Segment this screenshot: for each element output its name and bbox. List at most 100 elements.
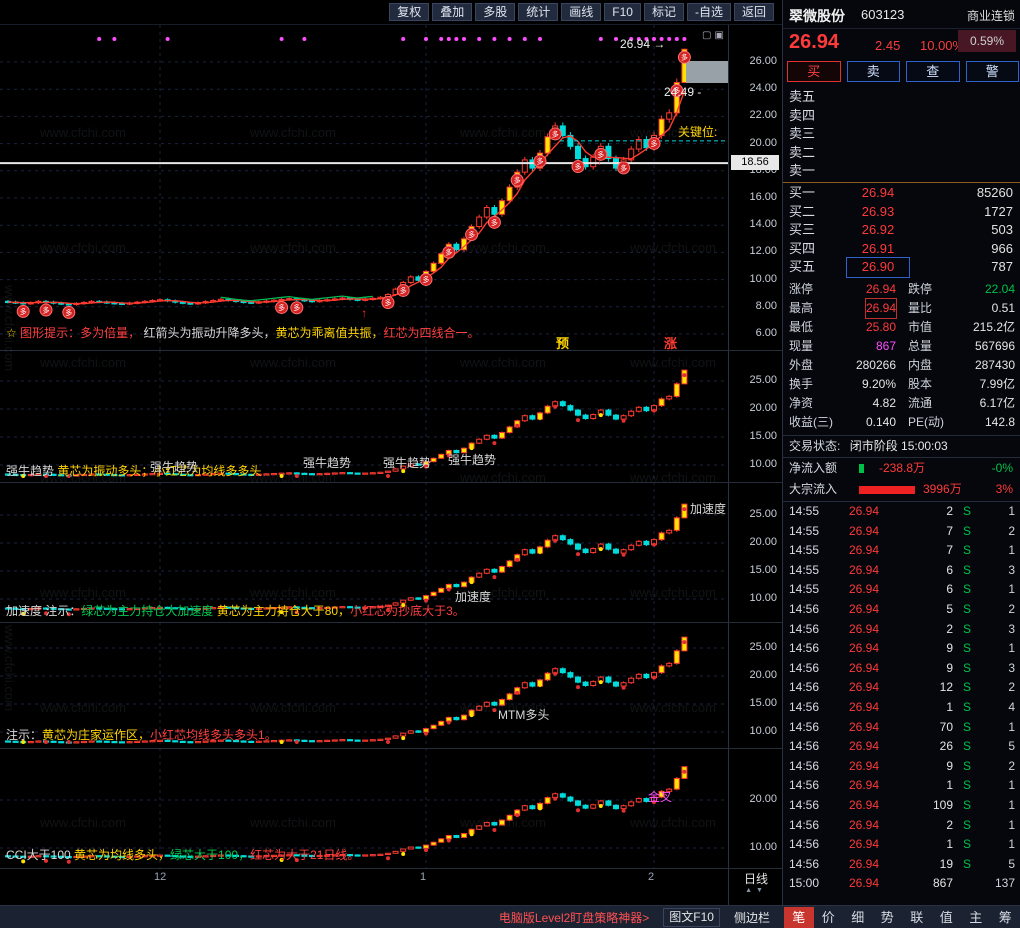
stat-label: 最高 [789, 301, 814, 315]
key-level-label: 关键位: [678, 124, 718, 139]
stock-sector[interactable]: 商业连锁 [966, 9, 1015, 23]
bid-row[interactable]: 买三 26.92 503 [783, 221, 1020, 240]
bid-row[interactable]: 买一 26.94 85260 [783, 184, 1020, 203]
toolbar-button-6[interactable]: 标记 [643, 3, 684, 21]
scale-tick: 15.00 [749, 430, 777, 442]
svg-text:多: 多 [514, 176, 521, 185]
stat-value: 7.99亿 [979, 377, 1015, 391]
block-inflow-pct: 3% [995, 482, 1013, 496]
tick-price: 26.94 [848, 856, 879, 871]
tick-tab-7[interactable]: 筹 [998, 910, 1012, 925]
trade-button-1[interactable]: 卖 [846, 61, 900, 82]
bid-row[interactable]: 买四 26.91 966 [783, 240, 1020, 259]
stock-name: 翠微股份 [789, 8, 845, 24]
session-status: 交易状态: 闭市阶段 15:00:03 [783, 435, 1020, 456]
bid-label: 买一 [789, 184, 816, 200]
ask-row[interactable]: 卖五 [783, 88, 1020, 107]
tick-direction: S [963, 797, 972, 812]
svg-text:↑: ↑ [361, 306, 367, 320]
tick-row: 14:56 26.94 19 S 5 [783, 855, 1020, 875]
tick-volume: 1 [946, 778, 953, 793]
toolbar-button-3[interactable]: 统计 [518, 3, 559, 21]
scale-tick: 20.00 [749, 136, 777, 149]
toolbar-button-1[interactable]: 叠加 [432, 3, 473, 21]
ask-row[interactable]: 卖四 [783, 107, 1020, 126]
toolbar-button-5[interactable]: F10 [604, 3, 641, 21]
tick-row: 14:56 26.94 1 S 1 [783, 776, 1020, 796]
chart-window-icons[interactable]: ▢▣ [702, 30, 727, 41]
tick-tab-0[interactable]: 笔 [784, 907, 814, 928]
tick-row: 14:56 26.94 2 S 3 [783, 620, 1020, 640]
key-price-box: 18.56 [731, 155, 779, 171]
stat-cell: 净资 4.82 [783, 394, 902, 413]
block-inflow-label: 大宗流入 [789, 482, 838, 496]
toolbar-button-8[interactable]: 返回 [733, 3, 774, 21]
tick-count: 3 [1008, 660, 1015, 675]
chart-panel-加速度[interactable]: 加速度 注示：绿芯为主力持仓大加速度 黄芯为主力持仓大于80，小红芯为抄底大于3… [0, 482, 728, 622]
stat-value: 6.17亿 [979, 396, 1015, 410]
bid-row[interactable]: 买二 26.93 1727 [783, 203, 1020, 222]
tick-volume: 2 [946, 621, 953, 636]
toolbar-button-0[interactable]: 复权 [389, 3, 430, 21]
tick-list: 14:55 26.94 2 S 1 14:55 26.94 7 S 2 14:55 26.94 7 S 1 1… [783, 501, 1020, 894]
tick-count: 2 [1008, 601, 1015, 616]
tick-tab-2[interactable]: 细 [851, 910, 865, 925]
chart-panel-强牛趋势[interactable]: 强牛趋势 黄芯为振动多头；小红芯为均线多多头 强牛趋势 强牛趋势 强牛趋势 强牛趋势 [0, 350, 728, 482]
panel-label: 强牛趋势 [448, 453, 497, 467]
tick-tab-1[interactable]: 价 [821, 910, 835, 925]
tick-row: 14:56 26.94 9 S 1 [783, 639, 1020, 659]
f10-button[interactable]: 图文F10 [663, 908, 720, 927]
ask-row[interactable]: 卖二 [783, 144, 1020, 163]
sidebar-toggle[interactable]: 侧边栏 [733, 911, 770, 925]
tick-direction: S [963, 719, 972, 734]
stat-value: 0.51 [991, 301, 1015, 315]
tick-row: 14:55 26.94 2 S 1 [783, 502, 1020, 522]
chart-panel-MTM多头[interactable]: 注示：黄芯为庄家运作区，小红芯均线多头多头1。 MTM多头 [0, 622, 728, 748]
period-selector[interactable]: 日线 [743, 872, 768, 886]
tick-tab-3[interactable]: 势 [880, 910, 894, 925]
promo-link[interactable]: 电脑版Level2盯盘策略神器> [498, 911, 650, 925]
svg-text:↑: ↑ [597, 153, 603, 167]
tick-direction: S [963, 856, 972, 871]
tick-tab-5[interactable]: 值 [939, 910, 953, 925]
x-axis-label: 2 [648, 871, 655, 883]
tick-row: 14:56 26.94 70 S 1 [783, 718, 1020, 738]
ask-row[interactable]: 卖三 [783, 125, 1020, 144]
scale-tick: 16.00 [749, 191, 777, 203]
x-axis-label: 12 [154, 871, 167, 883]
tick-row: 14:56 26.94 9 S 3 [783, 659, 1020, 679]
stats-row: 最低 25.80 市值 215.2亿 [783, 318, 1020, 337]
tick-time: 14:56 [789, 817, 820, 832]
toolbar-button-7[interactable]: -自选 [686, 3, 731, 21]
stat-label: PE(动) [908, 415, 945, 429]
tick-count: 4 [1008, 699, 1015, 714]
tick-count: 2 [1008, 680, 1015, 695]
quote-header: 翠微股份 603123 商业连锁 [783, 0, 1020, 29]
bid-label: 买二 [789, 203, 816, 219]
stat-value: 280266 [855, 358, 896, 372]
ask-label: 卖三 [789, 126, 816, 142]
stat-label: 涨停 [789, 282, 814, 296]
tick-tab-4[interactable]: 联 [910, 910, 924, 925]
trade-button-2[interactable]: 查 [906, 61, 960, 82]
panel-legend-加速度: 加速度 注示：绿芯为主力持仓大加速度 黄芯为主力持仓大于80，小红芯为抄底大于3… [6, 604, 465, 618]
tick-count: 1 [1008, 641, 1015, 656]
price-tag: 26.94 → [620, 37, 666, 51]
toolbar-button-4[interactable]: 画线 [561, 3, 602, 21]
trade-button-3[interactable]: 警 [965, 61, 1019, 82]
ask-row[interactable]: 卖一 [783, 162, 1020, 181]
svg-text:多: 多 [552, 129, 559, 138]
stat-cell: 股本 7.99亿 [902, 375, 1020, 394]
chart-panel-main[interactable]: 多多多多多多多多多多多多多多多多多多多多 ↑ ↑ ☆ 图形提示：多为倍量， 红箭头为振… [0, 25, 728, 350]
session-value: 闭市阶段 15:00:03 [849, 439, 948, 453]
toolbar-button-2[interactable]: 多股 [475, 3, 516, 21]
bid-row[interactable]: 买五 26.90 787 [783, 257, 1020, 278]
chart-panel-CCI[interactable]: CCI大于100 黄芯为均线多头，绿芯大于100，红芯为大于21日线。 金叉 [0, 748, 728, 868]
trade-button-0[interactable]: 买 [787, 61, 841, 82]
chart-area[interactable]: 多多多多多多多多多多多多多多多多多多多多 ↑ ↑ ☆ 图形提示：多为倍量， 红箭头为振… [0, 25, 782, 905]
scale-tick: 20.00 [749, 402, 777, 414]
tick-tab-6[interactable]: 主 [969, 910, 983, 925]
svg-text:多: 多 [681, 53, 688, 62]
period-arrows[interactable]: ▲▼ [745, 887, 767, 894]
